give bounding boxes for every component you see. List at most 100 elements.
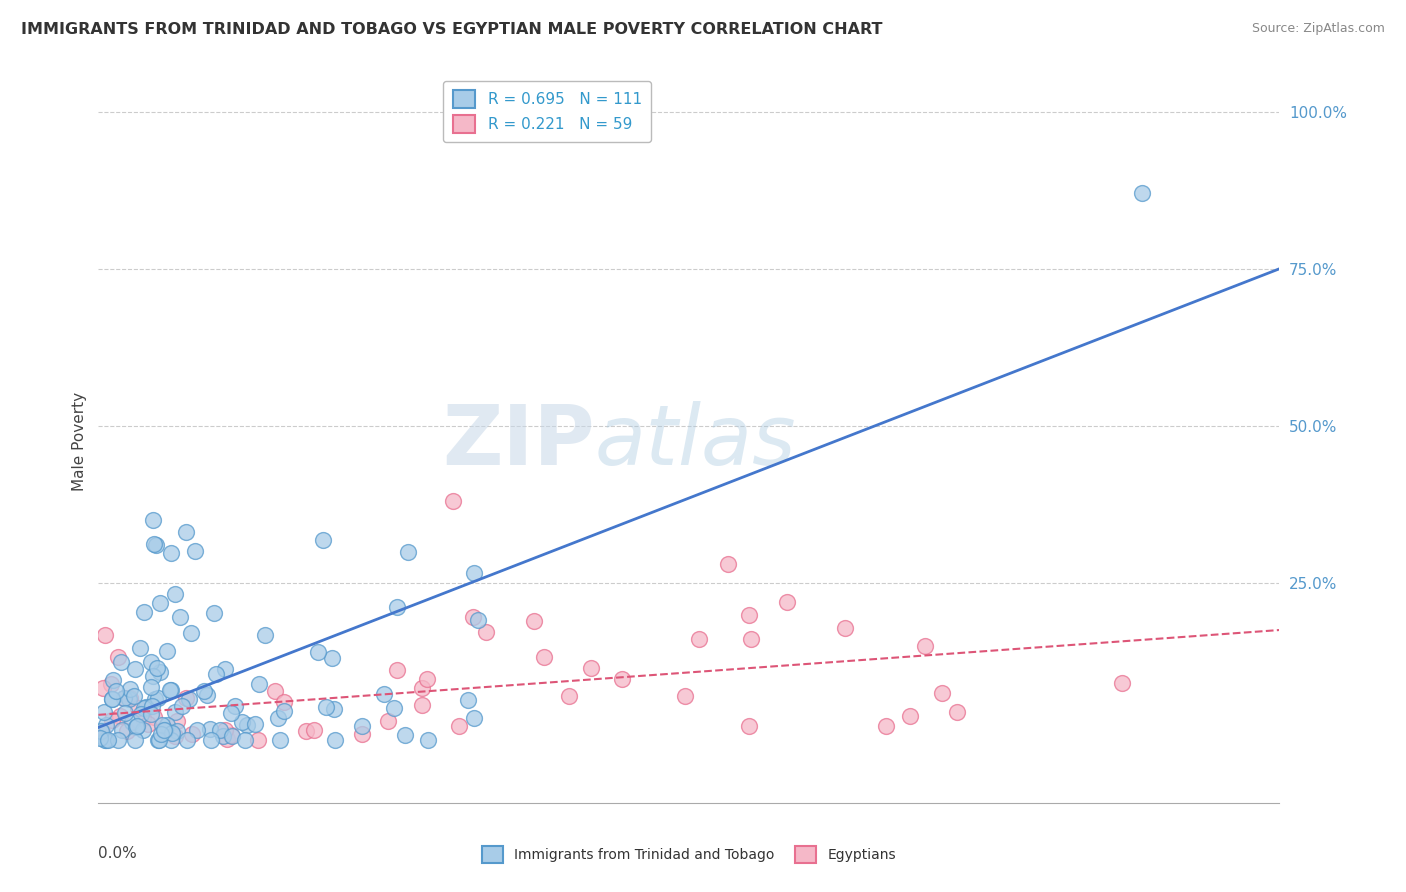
Point — [153, 723, 176, 737]
Point — [200, 733, 222, 747]
Point — [122, 689, 145, 703]
Point — [321, 650, 343, 665]
Point — [180, 626, 202, 640]
Point — [247, 676, 270, 690]
Point — [160, 683, 183, 698]
Point — [107, 649, 129, 664]
Point — [125, 719, 148, 733]
Point — [142, 669, 165, 683]
Point — [302, 723, 325, 737]
Point — [834, 621, 856, 635]
Legend: Immigrants from Trinidad and Tobago, Egyptians: Immigrants from Trinidad and Tobago, Egy… — [477, 840, 901, 868]
Point — [221, 729, 243, 743]
Point — [373, 688, 395, 702]
Point — [93, 706, 115, 720]
Text: 0.0%: 0.0% — [98, 847, 138, 861]
Point — [740, 632, 762, 647]
Point — [93, 628, 115, 642]
Point — [246, 732, 269, 747]
Point — [522, 614, 544, 628]
Point — [385, 599, 408, 614]
Point — [236, 718, 259, 732]
Point — [129, 706, 152, 721]
Text: Source: ZipAtlas.com: Source: ZipAtlas.com — [1251, 22, 1385, 36]
Point — [231, 714, 253, 729]
Point — [461, 609, 484, 624]
Point — [124, 733, 146, 747]
Point — [273, 704, 295, 718]
Point — [294, 723, 316, 738]
Point — [156, 644, 179, 658]
Point — [124, 720, 146, 734]
Point — [156, 718, 179, 732]
Point — [875, 719, 897, 733]
Point — [89, 731, 111, 746]
Point — [101, 713, 124, 727]
Point — [166, 723, 188, 738]
Point — [150, 726, 173, 740]
Point — [307, 645, 329, 659]
Point — [352, 727, 374, 741]
Point — [411, 698, 433, 712]
Point — [441, 494, 464, 508]
Point — [100, 677, 122, 691]
Point — [166, 714, 188, 728]
Point — [457, 692, 479, 706]
Point — [717, 557, 740, 571]
Point — [475, 625, 498, 640]
Point — [273, 695, 295, 709]
Point — [377, 714, 399, 729]
Point — [253, 628, 276, 642]
Point — [898, 708, 921, 723]
Point — [134, 701, 156, 715]
Point — [94, 733, 117, 747]
Point — [115, 724, 138, 739]
Point — [200, 722, 222, 736]
Point — [128, 640, 150, 655]
Point — [101, 692, 124, 706]
Point — [124, 662, 146, 676]
Point — [914, 639, 936, 653]
Point — [163, 730, 186, 744]
Point — [533, 650, 555, 665]
Point — [110, 655, 132, 669]
Point — [610, 672, 633, 686]
Point — [141, 699, 163, 714]
Point — [141, 707, 163, 722]
Point — [142, 513, 165, 527]
Point — [219, 728, 242, 742]
Point — [214, 723, 236, 737]
Point — [169, 610, 191, 624]
Point — [132, 723, 155, 737]
Point — [467, 613, 489, 627]
Point — [160, 726, 183, 740]
Point — [688, 632, 710, 646]
Point — [114, 706, 136, 721]
Point — [177, 691, 200, 706]
Point — [350, 719, 373, 733]
Point — [195, 689, 218, 703]
Point — [111, 723, 134, 737]
Point — [738, 719, 761, 733]
Point — [132, 711, 155, 725]
Point — [315, 700, 337, 714]
Point — [91, 681, 114, 695]
Point — [447, 719, 470, 733]
Point — [180, 727, 202, 741]
Point — [101, 673, 124, 688]
Point — [91, 724, 114, 739]
Point — [120, 690, 142, 705]
Point — [165, 587, 187, 601]
Point — [776, 595, 799, 609]
Point — [159, 546, 181, 560]
Point — [186, 723, 208, 738]
Point — [176, 733, 198, 747]
Text: IMMIGRANTS FROM TRINIDAD AND TOBAGO VS EGYPTIAN MALE POVERTY CORRELATION CHART: IMMIGRANTS FROM TRINIDAD AND TOBAGO VS E… — [21, 22, 883, 37]
Point — [153, 723, 176, 738]
Point — [312, 533, 335, 548]
Point — [738, 608, 761, 623]
Point — [217, 732, 239, 747]
Point — [105, 684, 128, 698]
Point — [135, 700, 157, 714]
Point — [172, 698, 194, 713]
